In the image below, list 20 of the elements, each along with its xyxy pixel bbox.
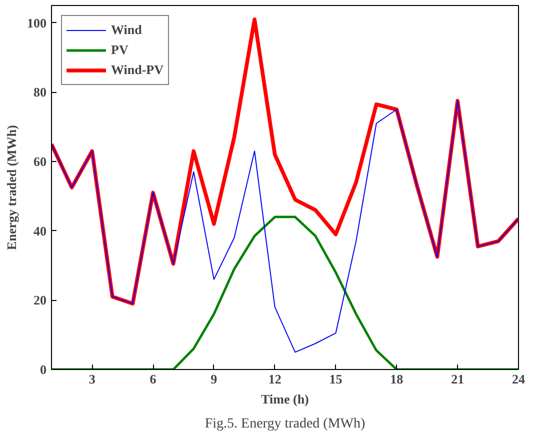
x-tick-label: 3 [88,372,96,386]
x-axis-title: Time (h) [261,392,309,406]
x-tick-label: 24 [512,372,526,386]
x-tick-label: 18 [390,372,404,386]
x-tick-label: 15 [329,372,343,386]
legend-label: Wind [111,22,142,38]
y-tick-label: 80 [34,84,46,100]
y-tick-label: 20 [34,292,46,308]
x-tick-label: 6 [150,372,157,386]
y-tick-label: 40 [34,223,46,238]
caption: Fig.5. Energy traded (MWh) [204,416,366,432]
y-tick-label: 60 [34,154,46,169]
x-tick-label: 21 [451,372,464,386]
x-tick-label: 9 [210,372,218,386]
legend-label: PV [111,42,130,58]
y-axis-title: Energy traded (MWh) [4,125,19,250]
y-tick-label: 0 [40,362,46,377]
x-tick-label: 12 [268,372,282,386]
y-tick-label: 100 [27,15,46,30]
legend-label: Wind-PV [111,62,164,78]
